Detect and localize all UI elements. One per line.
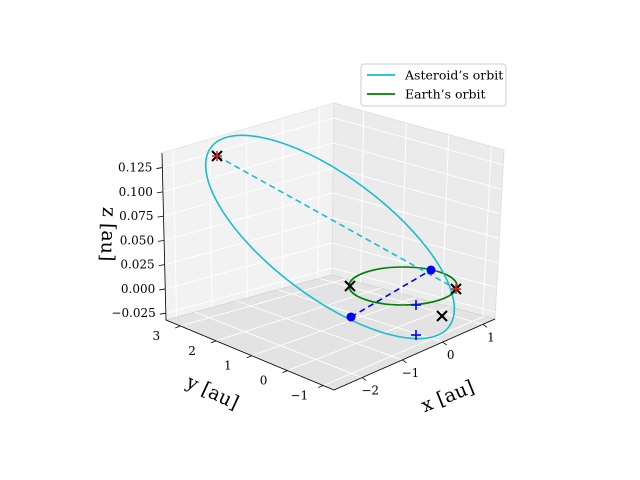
legend-label-earth: Earth’s orbit <box>405 87 486 102</box>
y-tick-mark <box>318 385 324 388</box>
grid-line-y-wall <box>245 128 248 298</box>
legend-label-asteroid: Asteroid’s orbit <box>404 68 503 83</box>
orbit-markers <box>211 150 462 340</box>
y-tick-label: 0 <box>260 374 268 388</box>
asteroid-orbit <box>204 134 456 340</box>
marker-x <box>436 310 448 322</box>
grid-line-y <box>287 306 451 372</box>
y-tick-label: −1 <box>290 389 308 403</box>
y-tick-mark <box>210 340 217 344</box>
z-tick-mark <box>157 215 164 218</box>
x-tick-mark <box>361 377 367 381</box>
z-tick-mark <box>159 288 166 291</box>
grid-line-x-wall <box>400 122 407 294</box>
marker-x <box>344 280 356 292</box>
marker-dot <box>346 312 356 322</box>
marker-+ <box>451 284 461 294</box>
z-tick-mark <box>156 167 163 169</box>
grid-line-y <box>215 287 381 342</box>
grid-line-y <box>323 315 485 386</box>
grid-line-z <box>163 167 501 217</box>
y-tick-label: 1 <box>224 359 232 373</box>
grid-lines <box>162 107 504 386</box>
node-line <box>350 269 432 318</box>
marker-+ <box>212 151 222 161</box>
z-tick-label: 0.125 <box>118 161 152 175</box>
x-tick-label: −2 <box>361 384 379 398</box>
y-axis-label: y [au] <box>182 371 242 415</box>
z-tick-label: −0.025 <box>111 306 155 320</box>
grid-line-y-wall <box>317 107 320 279</box>
x-tick-mark <box>482 324 488 328</box>
x-tick-mark <box>442 341 447 346</box>
grid-line-x-wall <box>441 134 450 305</box>
z-axis-label: z [au] <box>96 207 120 262</box>
z-tick-label: 0.000 <box>121 282 155 296</box>
z-tick-mark <box>158 239 165 242</box>
legend: Asteroid’s orbit Earth’s orbit <box>360 63 507 107</box>
x-axis-label: x [au] <box>418 376 477 417</box>
z-tick-label: 0.100 <box>119 185 153 199</box>
y-tick-label: 2 <box>188 344 196 358</box>
y-tick-mark <box>175 325 181 329</box>
grid-line-z <box>164 217 499 266</box>
legend-box <box>360 63 507 107</box>
z-tick-label: 0.025 <box>120 258 154 272</box>
z-tick-mark <box>158 264 165 267</box>
marker-dot <box>426 265 436 275</box>
grid-line-x <box>236 300 403 361</box>
marker-+ <box>411 330 421 340</box>
x-tick-mark <box>402 359 407 364</box>
y-tick-mark <box>246 355 252 359</box>
grid-line-x-wall <box>360 111 365 283</box>
y-axis-line <box>165 319 335 391</box>
z-tick-label: 0.075 <box>119 209 153 223</box>
grid-line-z <box>165 267 496 314</box>
z-tick-label: 0.050 <box>120 233 154 247</box>
grid-line-x-wall <box>482 146 492 316</box>
grid-line-y <box>251 297 416 357</box>
grid-line-y-wall <box>209 139 213 308</box>
apsides-line <box>216 155 459 291</box>
x-tick-label: −1 <box>402 366 420 380</box>
grid-line-z <box>162 117 504 168</box>
y-tick-mark <box>282 370 288 374</box>
z-tick-mark <box>159 312 166 315</box>
grid-line-z <box>163 192 500 241</box>
grid-line-x <box>319 277 484 325</box>
x-axis-line <box>333 318 496 391</box>
x-tick-label: 1 <box>487 330 495 344</box>
z-axis-line <box>161 152 167 321</box>
grid-line-x <box>194 311 363 378</box>
y-tick-label: 3 <box>152 329 160 343</box>
grid-line-y <box>180 278 346 327</box>
grid-line-y-wall <box>172 149 178 318</box>
grid-line-z <box>162 142 503 193</box>
axis-ticks: −2 −1 0 1 −1 0 1 2 3 −0.025 0.000 0.025 0.050 0.075 0.… <box>111 161 494 403</box>
z-tick-mark <box>156 191 163 194</box>
marker-+ <box>411 300 421 310</box>
x-tick-label: 0 <box>447 348 455 362</box>
